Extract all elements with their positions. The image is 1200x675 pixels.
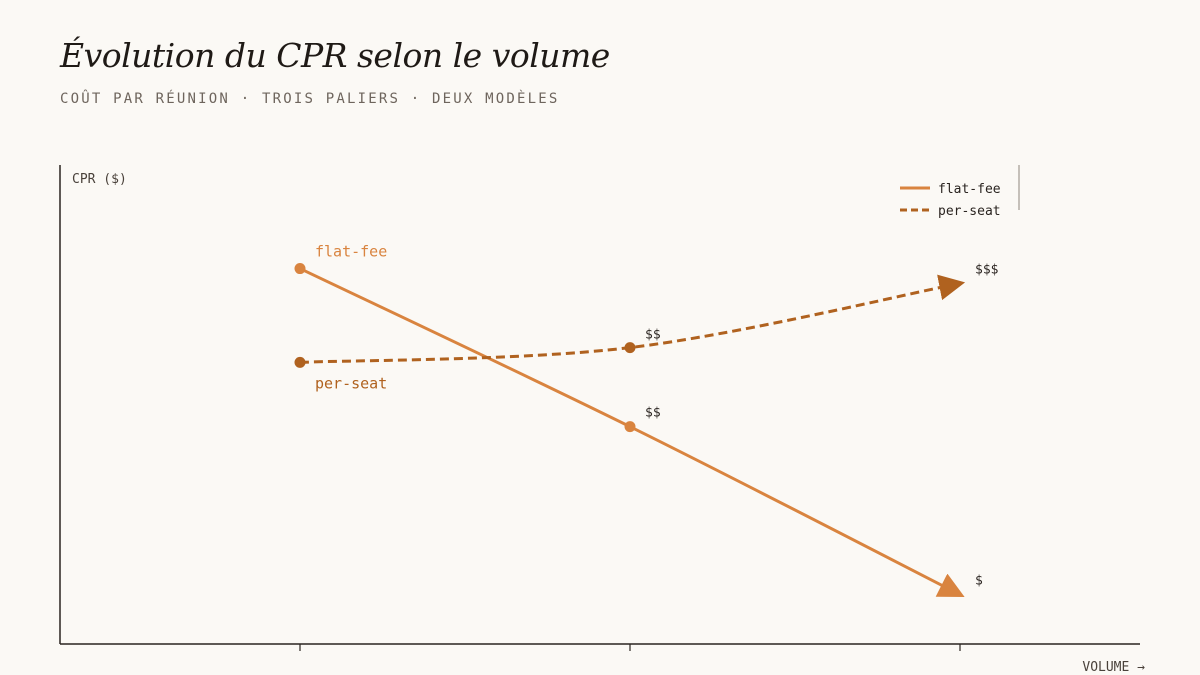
- data-point-per-seat: [294, 356, 306, 368]
- chart-marks: flat-fee$$$per-seat$$$$$: [294, 243, 999, 589]
- legend-label-per-seat: per-seat: [938, 204, 1001, 219]
- data-label: $$$: [975, 262, 999, 277]
- data-point-flat-fee: [294, 263, 306, 275]
- data-label: $$: [645, 328, 661, 343]
- data-point-per-seat: [624, 342, 636, 354]
- series-label-per-seat: per-seat: [315, 374, 387, 392]
- chart-axes: CPR ($) VOLUME →: [59, 165, 1145, 675]
- data-point-flat-fee: [624, 421, 636, 433]
- page-title: Évolution du CPR selon le volume: [60, 36, 610, 75]
- y-axis-label: CPR ($): [72, 172, 127, 187]
- page-subtitle: COÛT PAR RÉUNION · TROIS PALIERS · DEUX …: [60, 91, 560, 107]
- data-label: $: [975, 574, 983, 589]
- series-label-flat-fee: flat-fee: [315, 243, 387, 261]
- legend-label-flat-fee: flat-fee: [938, 182, 1001, 197]
- chart-legend: flat-fee per-seat: [900, 165, 1020, 219]
- x-axis-label: VOLUME →: [1082, 660, 1145, 675]
- data-label: $$: [645, 406, 661, 421]
